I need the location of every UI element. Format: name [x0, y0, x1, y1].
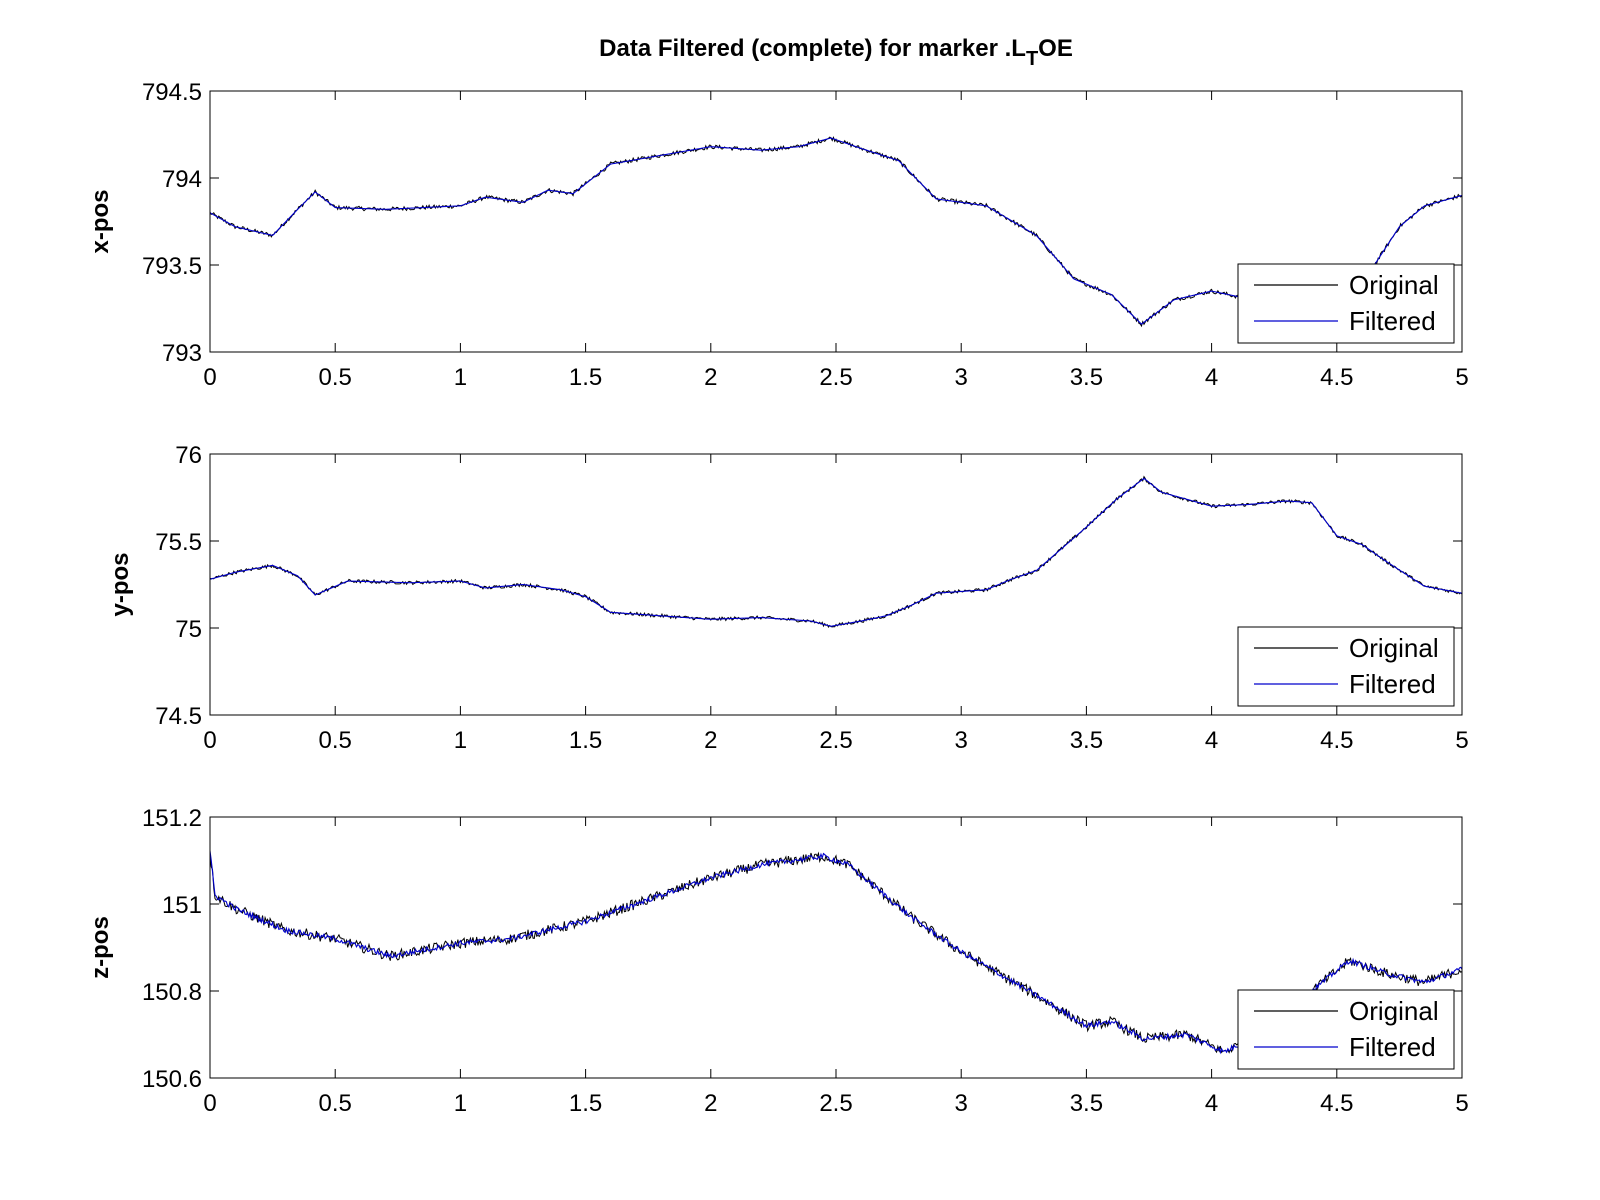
- x-tick-label: 1.5: [569, 727, 602, 754]
- y-tick-label: 793.5: [142, 253, 202, 280]
- y-tick-label: 76: [175, 442, 202, 469]
- legend-x: Original Filtered: [1237, 263, 1455, 344]
- subplots-group: 0 0.5 1 1.5 2 2.5 3 3.5 4 4.5 5 793 793.5 794 794.5 x-p…: [87, 79, 1469, 1117]
- x-tick-label: 0.5: [319, 1090, 352, 1117]
- subplot-xpos: 0 0.5 1 1.5 2 2.5 3 3.5 4 4.5 5 793 793.5 794 794.5 x-p…: [87, 79, 1469, 391]
- subplot-zpos: 0 0.5 1 1.5 2 2.5 3 3.5 4 4.5 5 150.6 150.8 151 151.2 z…: [87, 805, 1469, 1117]
- y-tick-label: 74.5: [155, 703, 202, 730]
- y-tick-label: 793: [162, 340, 202, 367]
- x-tick-label: 2.5: [819, 727, 852, 754]
- y-tick-label: 75.5: [155, 529, 202, 556]
- subplot-ypos: 0 0.5 1 1.5 2 2.5 3 3.5 4 4.5 5 74.5 75 75.5 76 y-pos Or…: [107, 442, 1469, 754]
- series-line-filtered-y: [210, 477, 1462, 627]
- y-tick-label: 151: [162, 892, 202, 919]
- y-tick-label: 794: [162, 166, 202, 193]
- x-tick-label: 1: [454, 364, 467, 391]
- y-axis-label-z: z-pos: [87, 916, 114, 979]
- legend-label-filtered: Filtered: [1349, 1032, 1436, 1062]
- x-tick-label: 1.5: [569, 1090, 602, 1117]
- x-tick-label: 4: [1205, 1090, 1218, 1117]
- legend-box: [1237, 626, 1455, 707]
- y-axis-label-y: y-pos: [107, 552, 134, 616]
- x-tick-label: 3: [955, 727, 968, 754]
- x-tick-label: 4: [1205, 364, 1218, 391]
- figure-title: Data Filtered (complete) for marker .LTO…: [599, 35, 1073, 70]
- x-tick-label: 5: [1455, 1090, 1468, 1117]
- x-tick-label: 2.5: [819, 1090, 852, 1117]
- x-tick-label: 0.5: [319, 364, 352, 391]
- x-tick-label: 5: [1455, 727, 1468, 754]
- x-tick-label: 4.5: [1320, 1090, 1353, 1117]
- x-tick-label: 5: [1455, 364, 1468, 391]
- legend-label-original: Original: [1349, 633, 1439, 663]
- y-tick-label: 794.5: [142, 79, 202, 106]
- figure-title-subscript: T: [1026, 48, 1038, 70]
- x-tick-label: 1: [454, 1090, 467, 1117]
- y-tick-label: 75: [175, 616, 202, 643]
- x-tick-label: 2: [704, 727, 717, 754]
- legend-label-original: Original: [1349, 270, 1439, 300]
- y-tick-label: 150.8: [142, 979, 202, 1006]
- x-tick-label: 1: [454, 727, 467, 754]
- y-tick-label: 151.2: [142, 805, 202, 832]
- x-tick-label: 3.5: [1070, 1090, 1103, 1117]
- legend-y: Original Filtered: [1237, 626, 1455, 707]
- x-tick-label: 2.5: [819, 364, 852, 391]
- y-axis-label-x: x-pos: [87, 189, 114, 253]
- x-tick-label: 4.5: [1320, 364, 1353, 391]
- legend-box: [1237, 263, 1455, 344]
- series-line-original-y: [210, 475, 1462, 628]
- x-tick-label: 3.5: [1070, 364, 1103, 391]
- x-tick-label: 3: [955, 1090, 968, 1117]
- legend-label-original: Original: [1349, 996, 1439, 1026]
- x-tick-label: 4: [1205, 727, 1218, 754]
- x-tick-label: 0: [203, 364, 216, 391]
- x-tick-label: 3: [955, 364, 968, 391]
- legend-label-filtered: Filtered: [1349, 306, 1436, 336]
- x-tick-label: 4.5: [1320, 727, 1353, 754]
- x-tick-label: 0: [203, 727, 216, 754]
- figure-title-main: Data Filtered (complete) for marker .L: [599, 35, 1026, 62]
- x-tick-label: 1.5: [569, 364, 602, 391]
- legend-label-filtered: Filtered: [1349, 669, 1436, 699]
- legend-z: Original Filtered: [1237, 989, 1455, 1070]
- figure-title-tail: OE: [1038, 35, 1073, 62]
- y-tick-label: 150.6: [142, 1066, 202, 1093]
- x-tick-label: 2: [704, 364, 717, 391]
- x-tick-label: 2: [704, 1090, 717, 1117]
- x-tick-label: 0: [203, 1090, 216, 1117]
- x-tick-label: 3.5: [1070, 727, 1103, 754]
- legend-box: [1237, 989, 1455, 1070]
- x-tick-label: 0.5: [319, 727, 352, 754]
